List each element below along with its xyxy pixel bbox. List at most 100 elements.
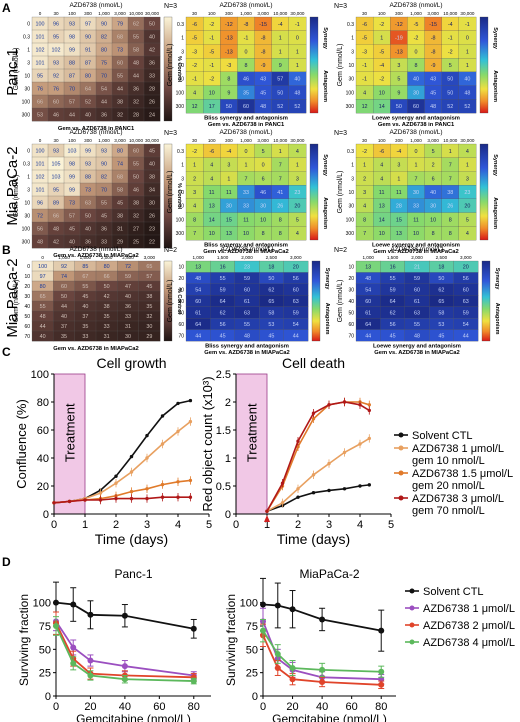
heatmap-b1: AZD6738 (nmol/L) 0 1,000 1,500 2,000 2,500 3,0… bbox=[13, 246, 182, 352]
heatmap-n-label: N=3 bbox=[164, 130, 177, 137]
data-point bbox=[114, 481, 118, 485]
heatmap-cell bbox=[458, 226, 477, 241]
heatmap-cell-value: 50 bbox=[447, 77, 453, 83]
heatmap-ytick: 70 bbox=[348, 333, 354, 339]
heatmap-cell-value: -13 bbox=[395, 49, 403, 55]
heatmap-cell-value: -8 bbox=[431, 36, 436, 42]
series-line bbox=[266, 484, 370, 512]
data-point bbox=[121, 612, 128, 619]
heatmap-cell-value: 90 bbox=[101, 162, 107, 168]
data-point bbox=[98, 498, 103, 502]
heatmap-cell-value: 1 bbox=[466, 49, 469, 55]
heatmap-ytick: 300 bbox=[176, 104, 185, 110]
heatmap-cell-value: 30 bbox=[125, 334, 131, 340]
heatmap-cell-value: 21 bbox=[414, 265, 420, 271]
heatmap-cell-value: 1 bbox=[279, 149, 282, 155]
heatmap-cell-value: 10 bbox=[260, 217, 266, 223]
legend-d: Solvent CTL AZD6738 1 μmol/L AZD6738 2 μmo… bbox=[405, 586, 515, 649]
heatmap-cell-value: 85 bbox=[82, 264, 88, 270]
data-point bbox=[129, 496, 134, 501]
heatmap-cell-value: 36 bbox=[133, 87, 139, 93]
heatmap-cell-value: 38 bbox=[447, 190, 453, 196]
heatmap-cell-value: 59 bbox=[463, 310, 469, 316]
heatmap-cell-value: 64 bbox=[85, 87, 91, 93]
data-point bbox=[296, 487, 300, 491]
x-axis-label: Gemcitabine (nmol/L) bbox=[76, 712, 191, 722]
data-point bbox=[188, 398, 193, 403]
heatmap-cell-value: 8 bbox=[363, 217, 366, 223]
heatmap-xtick: 30,000 bbox=[145, 11, 159, 16]
heatmap-title: Loewe synergy and antagonism bbox=[372, 243, 460, 249]
heatmap-xtick: 30 bbox=[192, 138, 198, 143]
heatmap-cell-value: 4 bbox=[296, 231, 299, 237]
heatmap-cell-value: 95 bbox=[37, 74, 43, 80]
heatmap-ytick: 70 bbox=[178, 333, 184, 339]
heatmap-cell-value: 50 bbox=[61, 294, 67, 300]
legend-label: gem 20 nmol/L bbox=[412, 480, 485, 492]
heatmap-xtick: 3,000 bbox=[257, 11, 269, 16]
legend-swatch-dot bbox=[398, 445, 404, 451]
heatmap-xlabel: AZD6738 (nmol/L) bbox=[390, 246, 443, 253]
y-tick-label: 100 bbox=[240, 598, 258, 610]
heatmap-cell-value: 44 bbox=[293, 333, 299, 339]
heatmap-cell-value: 79 bbox=[117, 22, 123, 28]
treatment-start-marker bbox=[264, 515, 270, 522]
heatmap-cell-value: 92 bbox=[61, 264, 67, 270]
heatmap-cell-value: 4 bbox=[296, 149, 299, 155]
heatmap-cell-value: 55 bbox=[117, 74, 123, 80]
heatmap-cell-value: 56 bbox=[220, 322, 226, 328]
data-point bbox=[188, 495, 193, 499]
data-point bbox=[342, 450, 347, 455]
data-point bbox=[319, 679, 326, 685]
heatmap-cell-value: 31 bbox=[117, 227, 123, 233]
heatmap-cell-value: 8 bbox=[449, 217, 452, 223]
heatmap-cell-value: 98 bbox=[69, 35, 75, 41]
heatmap-ylabel: Gem (nmol/L) bbox=[13, 175, 20, 218]
heatmap-cell-value: 80 bbox=[101, 48, 107, 54]
colorbar-antagonism-label: Antagonism bbox=[492, 70, 498, 102]
legend-swatch-dot bbox=[409, 605, 415, 611]
heatmap-cell-value: 61 bbox=[244, 299, 250, 305]
data-point bbox=[311, 417, 316, 421]
heatmap-cell-value: 87 bbox=[69, 74, 75, 80]
heatmap-cell-value: 9 bbox=[227, 90, 230, 96]
heatmap-cell-value: 54 bbox=[463, 322, 469, 328]
y-tick-label: 2 bbox=[225, 397, 231, 409]
x-tick-label: 20 bbox=[286, 701, 298, 713]
heatmap-cell-value: 35 bbox=[146, 304, 152, 310]
heatmap-cell-value: 11 bbox=[243, 217, 249, 223]
data-point bbox=[311, 473, 316, 477]
heatmap-ytick: 50 bbox=[24, 314, 30, 320]
heatmap-ytick: 1 bbox=[351, 36, 354, 42]
x-tick-label: 0 bbox=[260, 701, 266, 713]
heatmap-cell-value: 38 bbox=[149, 175, 155, 181]
heatmap-cell-value: 76 bbox=[53, 87, 59, 93]
data-point bbox=[265, 509, 269, 513]
colorbar-synergy bbox=[311, 260, 321, 342]
y-tick-label: 60 bbox=[37, 425, 49, 437]
heatmap-cell-value: 102 bbox=[52, 48, 61, 54]
heatmap-ylabel: Gem (nmol/L) bbox=[167, 171, 174, 214]
heatmap-cell-value: -1 bbox=[295, 22, 300, 28]
heatmap-cell-value: 36 bbox=[85, 240, 91, 246]
x-axis-label: Time (days) bbox=[95, 531, 168, 547]
heatmap-cell-value: 58 bbox=[117, 188, 123, 194]
colorbar-synergy-label: Synergy bbox=[494, 268, 500, 291]
heatmap-cell-value: 0 bbox=[262, 163, 265, 169]
heatmap-cell-value: 62 bbox=[268, 288, 274, 294]
chart-title: Cell growth bbox=[96, 355, 166, 371]
heatmap-cell-value: 1 bbox=[227, 176, 230, 182]
data-point bbox=[319, 666, 326, 673]
heatmap-cell-value: -6 bbox=[379, 149, 384, 155]
heatmap-xtick: 3,000 bbox=[114, 11, 126, 16]
row-label-mia-b: Mia PaCa-2 bbox=[4, 258, 21, 337]
heatmap-subtitle: Gem vs. AZD6738 in PANC1 bbox=[208, 122, 285, 128]
heatmap-cell-value: 3 bbox=[397, 63, 400, 69]
heatmap-a5: AZD6738 (nmol/L)N=330 100 300 1,000 3,000 10,… bbox=[164, 129, 328, 255]
y-tick-label: 25 bbox=[246, 668, 258, 680]
heatmap-cell-value: 33 bbox=[149, 74, 155, 80]
